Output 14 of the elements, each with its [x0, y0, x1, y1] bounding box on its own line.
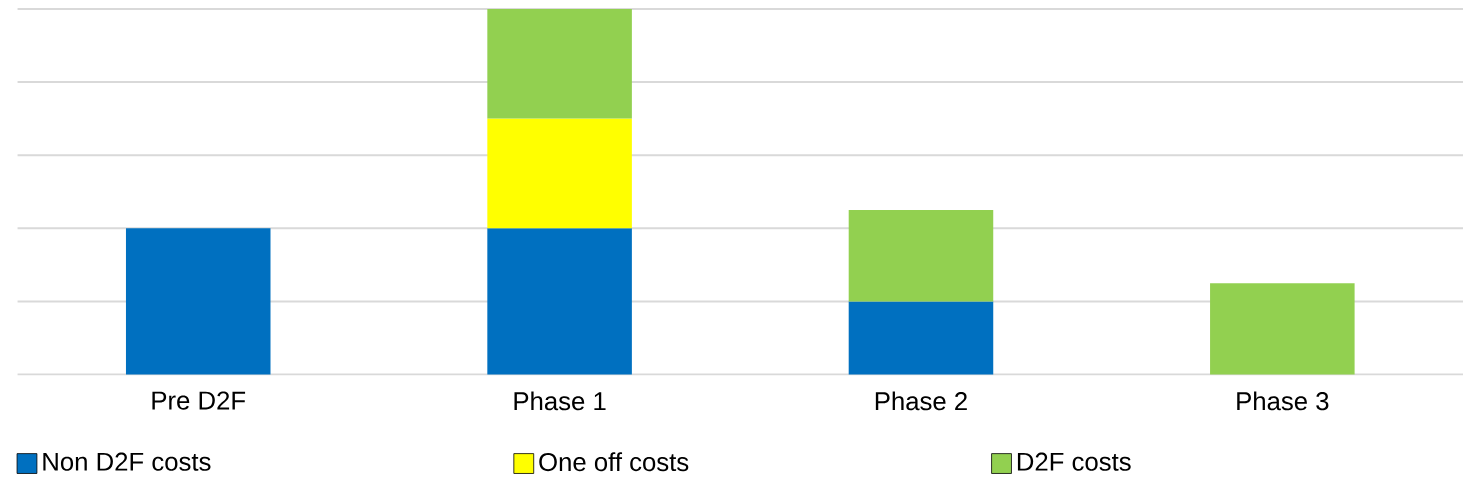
bar [1210, 283, 1355, 375]
bar [848, 210, 994, 302]
bar [848, 301, 994, 375]
legend-label: Non D2F costs [43, 452, 211, 471]
x-tick-label: Phase 1 [514, 391, 606, 411]
x-tick-label: Phase 2 [875, 391, 967, 411]
bar [487, 9, 632, 119]
x-tick-label: Pre D2F [152, 391, 246, 410]
legend-label: One off costs [539, 452, 689, 472]
bar [487, 118, 632, 229]
bar [125, 228, 271, 375]
legend-label: D2F costs [1017, 452, 1131, 471]
bar [487, 228, 632, 375]
x-tick-label: Phase 3 [1237, 391, 1329, 411]
